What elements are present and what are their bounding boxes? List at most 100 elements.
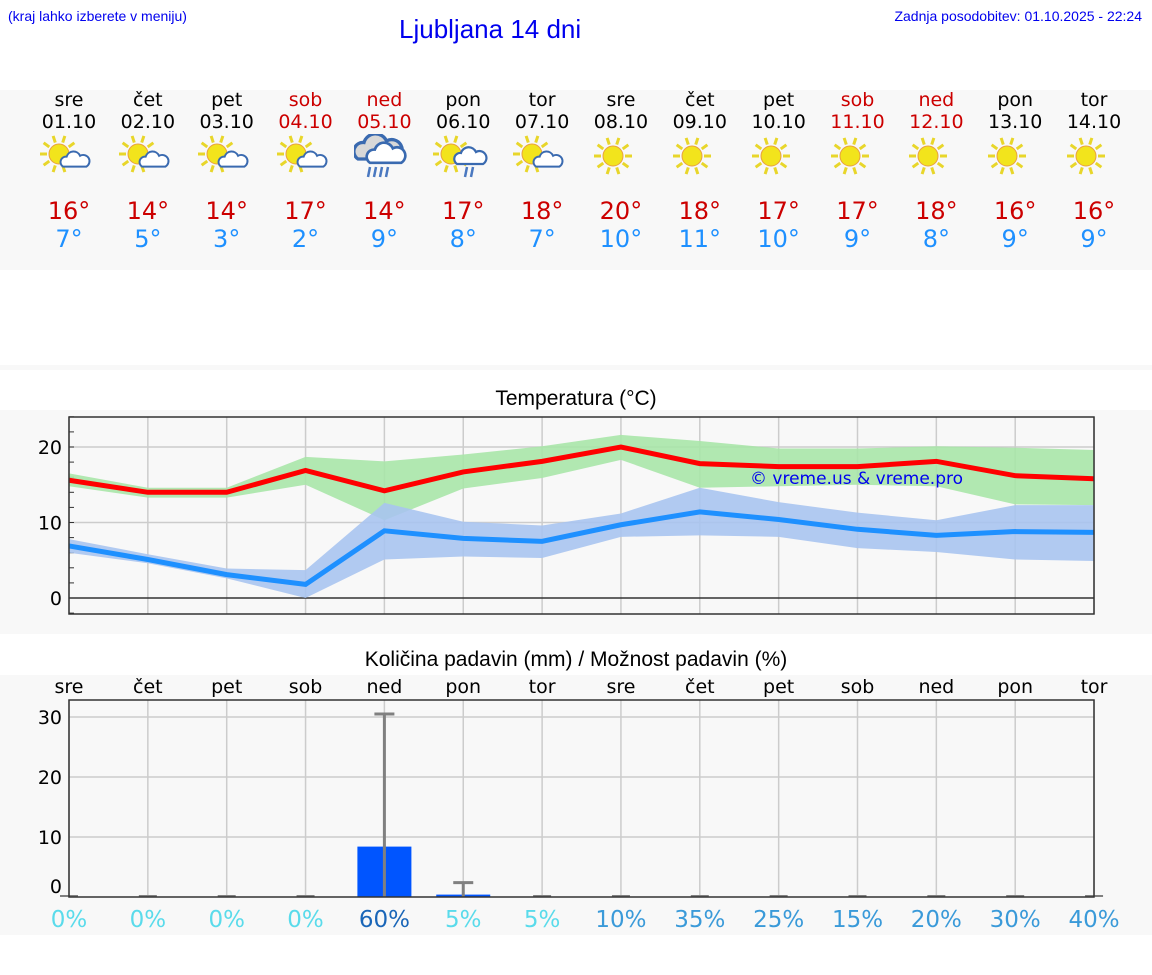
precip-probability: 30% (990, 907, 1041, 933)
sunny-icon (909, 137, 948, 175)
precip-probability: 35% (674, 907, 725, 933)
precip-probability: 20% (911, 907, 962, 933)
min-temp: 8° (449, 225, 477, 253)
max-temp: 18° (915, 197, 958, 225)
partly-cloudy-icon (118, 135, 170, 173)
precip-probability: 0% (287, 907, 324, 933)
x-category-label: ned (367, 676, 403, 698)
x-category-label: pet (211, 676, 242, 698)
min-temp-band (69, 487, 1095, 598)
day-date: 11.10 (830, 111, 885, 133)
x-category-label: tor (529, 676, 556, 698)
day-name: sob (288, 89, 323, 111)
min-temp: 7° (528, 225, 556, 253)
min-temp: 5° (134, 225, 162, 253)
max-temp: 17° (441, 197, 485, 225)
y-tick-label: 0 (50, 876, 62, 898)
sunny-icon (830, 137, 869, 175)
x-category-label: pon (997, 676, 1033, 698)
precip-probability: 0% (51, 907, 88, 933)
max-temp: 14° (205, 197, 248, 225)
x-category-label: sre (606, 676, 635, 698)
max-temp: 16° (993, 197, 1037, 225)
min-temp: 10° (757, 225, 800, 253)
min-temp: 2° (291, 225, 320, 253)
day-date: 01.10 (41, 111, 97, 133)
plot-frame (68, 416, 1095, 615)
day-date: 10.10 (751, 111, 806, 133)
x-category-label: tor (1081, 676, 1108, 698)
day-date: 07.10 (514, 111, 570, 133)
precip-probability: 0% (130, 907, 167, 933)
min-temp: 9° (1001, 225, 1029, 253)
max-temp: 16° (1072, 197, 1116, 225)
x-category-label: sob (841, 676, 875, 698)
max-temp: 17° (836, 197, 879, 225)
watermark: © vreme.us & vreme.pro (750, 469, 963, 489)
precip-probability: 15% (832, 907, 883, 933)
day-name: pet (211, 89, 243, 111)
sunny-icon (593, 137, 632, 175)
day-date: 05.10 (357, 111, 412, 133)
day-name: ned (918, 89, 955, 111)
day-date: 14.10 (1066, 111, 1122, 133)
day-date: 03.10 (199, 111, 254, 133)
partly-cloudy-icon (276, 135, 328, 173)
precip-chart-panel (0, 675, 1152, 935)
x-category-label: sre (55, 676, 84, 698)
sunny-icon (988, 137, 1027, 175)
day-name: pet (763, 89, 795, 111)
max-temp: 14° (126, 197, 170, 225)
daily-forecast-strip (0, 90, 1152, 270)
max-temp: 20° (599, 197, 643, 225)
y-tick-label: 30 (38, 707, 62, 729)
day-name: sre (606, 89, 636, 111)
precip-probability: 60% (359, 907, 410, 933)
partly-cloudy-icon (197, 135, 249, 173)
day-name: čet (133, 89, 163, 111)
x-category-label: ned (918, 676, 954, 698)
min-temp: 8° (922, 225, 950, 253)
partly-cloudy-rain-icon (433, 135, 488, 178)
min-temp: 9° (370, 225, 399, 253)
day-name: tor (528, 89, 556, 111)
max-temp-band (69, 434, 1095, 521)
x-category-label: čet (133, 676, 163, 698)
sunny-icon (751, 137, 790, 175)
max-temp: 16° (47, 197, 91, 225)
x-category-label: pon (445, 676, 481, 698)
day-date: 13.10 (987, 111, 1043, 133)
x-category-label: sob (289, 676, 323, 698)
day-date: 06.10 (436, 111, 491, 133)
sunny-icon (672, 137, 711, 175)
precip-chart-title: Količina padavin (mm) / Možnost padavin … (364, 648, 788, 671)
min-temp: 9° (1080, 225, 1108, 253)
precip-probability: 5% (445, 907, 482, 933)
max-temp: 17° (284, 197, 327, 225)
divider (0, 365, 1152, 370)
day-date: 04.10 (278, 111, 333, 133)
day-name: pon (445, 89, 482, 111)
day-name: sob (840, 89, 875, 111)
day-date: 12.10 (909, 111, 964, 133)
min-temp-line (68, 509, 1095, 588)
min-temp: 10° (599, 225, 643, 253)
max-temp: 14° (363, 197, 406, 225)
day-name: čet (685, 89, 715, 111)
min-temp: 11° (678, 225, 722, 253)
day-date: 02.10 (120, 111, 176, 133)
y-tick-label: 0 (50, 588, 62, 610)
min-temp: 7° (55, 225, 83, 253)
x-category-label: pet (763, 676, 794, 698)
day-name: pon (997, 89, 1034, 111)
plot-frame (68, 699, 1095, 898)
max-temp: 18° (520, 197, 564, 225)
day-name: tor (1080, 89, 1108, 111)
page-title: Ljubljana 14 dni (399, 14, 582, 44)
last-update: Zadnja posodobitev: 01.10.2025 - 22:24 (894, 8, 1142, 24)
day-name: sre (54, 89, 84, 111)
precip-probability: 5% (524, 907, 561, 933)
min-temp: 9° (843, 225, 872, 253)
y-tick-label: 10 (38, 827, 62, 849)
